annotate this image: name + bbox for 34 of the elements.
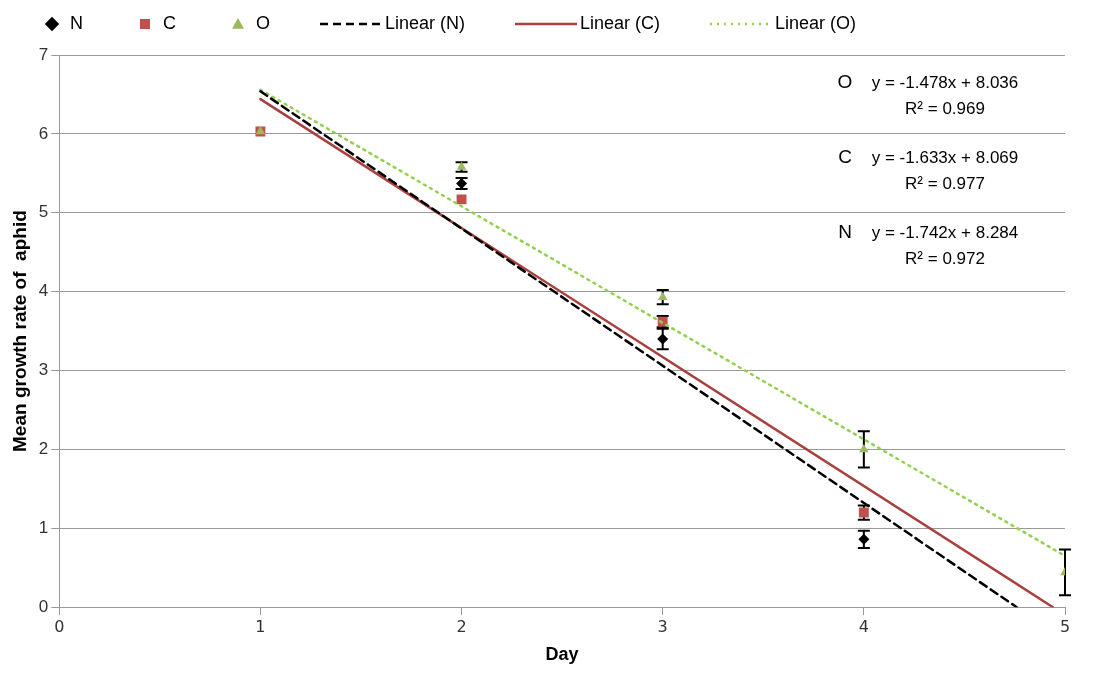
annotation: y = -1.742x + 8.284: [871, 222, 1019, 242]
legend-label: Linear (O): [775, 12, 857, 33]
y-tick-label: 4: [38, 281, 49, 301]
annotation: R² = 0.969: [905, 98, 985, 118]
x-tick-label: 1: [255, 616, 266, 636]
x-axis-title: Day: [545, 644, 579, 665]
x-tick-label: 5: [1059, 616, 1071, 636]
annotation: O: [837, 71, 853, 93]
y-tick-label: 5: [38, 202, 49, 222]
y-tick-label: 2: [38, 439, 49, 459]
y-axis-title: Mean growth rate of aphid: [8, 210, 30, 452]
annotation: R² = 0.977: [905, 173, 985, 193]
annotation: N: [838, 221, 852, 243]
legend-label: C: [163, 12, 176, 33]
x-tick-label: 0: [54, 616, 65, 636]
annotation: C: [838, 146, 852, 168]
annotation: y = -1.478x + 8.036: [871, 72, 1019, 92]
legend-label: O: [256, 12, 271, 33]
y-tick-label: 3: [38, 360, 49, 380]
x-tick-label: 2: [456, 616, 467, 636]
legend-label: Linear (C): [580, 12, 661, 33]
legend-label: Linear (N): [385, 12, 466, 33]
point: [859, 443, 869, 453]
x-tick-label: 3: [657, 616, 668, 636]
y-tick-label: 6: [38, 123, 49, 143]
annotation: y = -1.633x + 8.069: [871, 147, 1019, 167]
annotation: R² = 0.972: [905, 248, 985, 268]
y-tick-label: 0: [38, 596, 49, 616]
point: [657, 291, 668, 300]
legend-label: N: [70, 12, 83, 33]
y-tick-label: 7: [38, 44, 49, 64]
x-tick-label: 4: [858, 616, 869, 636]
y-tick-label: 1: [38, 518, 49, 537]
point: [456, 194, 467, 205]
